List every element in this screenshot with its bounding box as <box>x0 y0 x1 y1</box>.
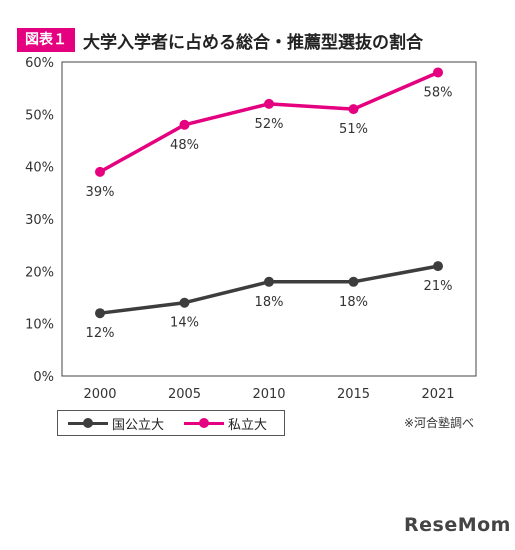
data-point-0-2 <box>264 276 274 287</box>
legend-label-private: 私立大 <box>228 417 268 433</box>
data-label-0-4: 21% <box>424 279 453 294</box>
data-point-0-3 <box>348 276 359 287</box>
legend: 国公立大 私立大 <box>57 410 285 436</box>
data-label-1-2: 52% <box>255 117 284 132</box>
y-tick-label: 40% <box>25 161 54 176</box>
y-tick-label: 10% <box>25 318 54 333</box>
data-label-1-1: 48% <box>170 138 199 153</box>
plot-frame <box>61 61 477 377</box>
data-label-0-0: 12% <box>86 326 115 341</box>
y-tick-label: 30% <box>25 213 54 228</box>
y-tick-label: 20% <box>25 265 54 280</box>
data-point-0-1 <box>179 297 190 308</box>
x-tick-label: 2015 <box>337 387 370 402</box>
data-point-0-4 <box>433 261 443 272</box>
data-point-1-1 <box>179 119 190 130</box>
data-label-1-0: 39% <box>86 185 115 200</box>
x-tick-label: 2000 <box>83 387 116 402</box>
data-point-1-0 <box>95 166 105 177</box>
data-point-1-4 <box>433 67 443 78</box>
data-point-1-3 <box>348 104 359 115</box>
y-tick-label: 0% <box>33 370 54 385</box>
line-chart: 0% 10% 20% 30% 40% 50% 60% 2000 2005 2010 2015 2021… <box>25 56 477 402</box>
data-label-0-1: 14% <box>170 316 199 331</box>
y-tick-label: 50% <box>25 108 54 123</box>
x-tick-label: 2005 <box>168 387 201 402</box>
chart-title: 大学入学者に占める総合・推薦型選抜の割合 <box>83 32 423 53</box>
legend-item-national-public: 国公立大 <box>68 414 164 433</box>
data-label-1-3: 51% <box>339 122 368 137</box>
source-note: ※河合塾調べ <box>404 416 475 430</box>
resemom-logo: ReseMom <box>404 514 511 536</box>
legend-swatch-private <box>184 416 225 430</box>
legend-label-national-public: 国公立大 <box>112 417 165 433</box>
data-label-0-3: 18% <box>339 295 368 310</box>
x-tick-label: 2021 <box>421 387 454 402</box>
data-label-0-2: 18% <box>255 295 284 310</box>
legend-swatch-national-public <box>68 416 108 430</box>
data-point-1-2 <box>264 98 274 109</box>
chart-title-row: 図表１ 大学入学者に占める総合・推薦型選抜の割合 <box>17 28 423 53</box>
figure-badge: 図表１ <box>17 28 75 52</box>
legend-item-private: 私立大 <box>184 414 267 433</box>
y-tick-label: 60% <box>25 56 54 71</box>
data-point-0-0 <box>95 308 105 319</box>
data-label-1-4: 58% <box>424 85 453 100</box>
x-tick-label: 2010 <box>252 387 285 402</box>
